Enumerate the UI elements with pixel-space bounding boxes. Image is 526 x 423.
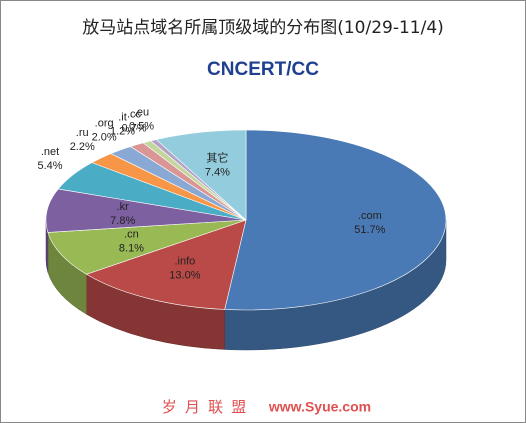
slice-value-label: 1.2% — [110, 126, 135, 138]
chart-title: 放马站点域名所属顶级域的分布图(10/29-11/4) — [82, 18, 444, 38]
slice-value-label: 51.7% — [354, 224, 385, 236]
slice-label: .info — [175, 255, 196, 267]
slice-value-label: 0.7% — [121, 123, 146, 135]
tops — [45, 129, 447, 311]
slice-label: .org — [95, 118, 114, 130]
slice — [85, 219, 247, 310]
slice — [47, 219, 247, 275]
slice-label: 其它 — [206, 151, 228, 165]
slice-value-label: 7.8% — [110, 215, 135, 227]
slice — [155, 129, 247, 221]
slice — [45, 188, 247, 233]
watermark-url: www.Syue.com — [268, 399, 371, 415]
slice-value-label: 8.1% — [119, 242, 144, 254]
slice-label: .net — [41, 146, 59, 158]
slice-label: .kr — [117, 201, 130, 213]
slice-label: .it — [118, 112, 127, 124]
slice-label: .ru — [76, 127, 89, 139]
slice-label: .com — [358, 210, 382, 222]
slice-value-label: 7.4% — [205, 167, 230, 179]
slice-label: .cc — [127, 109, 142, 121]
slice-value-label: 13.0% — [169, 269, 200, 281]
slice-value-label: 0.5% — [129, 121, 154, 133]
slice-label: .eu — [134, 107, 149, 119]
watermark-text: 岁 月 联 盟 — [162, 399, 249, 416]
slice-value-label: 2.2% — [70, 141, 95, 153]
slice-value-label: 5.4% — [38, 160, 63, 172]
logo: CNCERT/CC — [207, 59, 319, 80]
slice-value-label: 2.0% — [92, 132, 117, 144]
slice-label: .cn — [124, 228, 139, 240]
slice — [224, 129, 447, 311]
